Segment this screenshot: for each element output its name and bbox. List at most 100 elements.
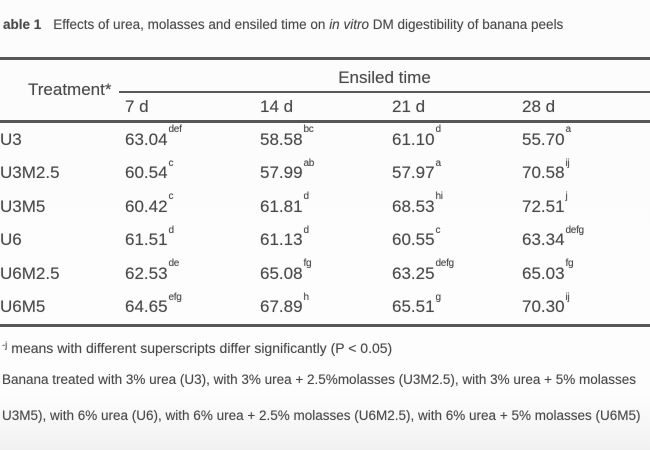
value-cell: 62.53de: [125, 258, 260, 284]
significance-superscript: bc: [303, 124, 314, 136]
value-cell: 63.04def: [125, 124, 260, 150]
table-caption: able 1 Effects of urea, molasses and ensi…: [3, 17, 563, 32]
value-cell: 61.81d: [260, 191, 392, 217]
treatment-column-header: Treatment*: [28, 80, 112, 99]
digestibility-value: 68.53: [392, 196, 435, 216]
digestibility-value: 55.70: [522, 129, 565, 149]
digestibility-value: 65.51: [392, 297, 435, 317]
significance-superscript: d: [303, 191, 310, 203]
significance-superscript: defg: [435, 258, 455, 270]
table-caption-text-end: DM digestibility of banana peels: [368, 17, 564, 32]
significance-superscript: a: [435, 157, 442, 169]
table-row: U6M5 64.65efg 67.89h 65.51g 70.30ij: [0, 291, 650, 325]
value-cell: 63.34defg: [522, 225, 650, 250]
digestibility-value: 60.55: [392, 230, 435, 250]
value-cell: 68.53hi: [392, 191, 522, 217]
digestibility-value: 70.58: [522, 163, 565, 183]
value-cell: 61.10d: [392, 124, 522, 150]
table-row: U3M5 60.42c 61.81d 68.53hi 72.51j: [0, 190, 650, 224]
digestibility-value: 62.53: [125, 263, 168, 283]
digestibility-value: 63.25: [392, 263, 435, 283]
footnote-treatments-line1: Banana treated with 3% urea (U3), with 3…: [2, 372, 637, 387]
digestibility-value: 64.65: [125, 297, 168, 317]
significance-superscript: fg: [565, 258, 574, 270]
digestibility-value: 61.81: [260, 196, 303, 216]
table-body: U3 63.04def 58.58bc 61.10d 55.70a U3M2.5 60.54…: [0, 123, 650, 327]
value-cell: 67.89h: [260, 292, 392, 317]
footnote-treatments-line2: U3M5), with 6% urea (U6), with 6% urea +…: [2, 408, 641, 423]
digestibility-value: 61.13: [260, 230, 303, 250]
footnote-significance: -j means with different superscripts diff…: [2, 340, 392, 356]
value-cell: 65.03fg: [522, 258, 650, 284]
value-cell: 61.13d: [260, 225, 392, 250]
significance-superscript: g: [435, 291, 442, 303]
significance-superscript: efg: [168, 291, 182, 303]
value-cell: 55.70a: [522, 124, 650, 150]
digestibility-value: 70.30: [522, 297, 565, 317]
table-caption-text: Effects of urea, molasses and ensiled ti…: [53, 17, 330, 32]
value-cell: 61.51d: [125, 225, 260, 250]
footnote-superscript-fragment: -j: [2, 340, 8, 351]
significance-superscript: d: [435, 124, 442, 136]
significance-superscript: c: [168, 157, 174, 169]
value-cell: 60.55c: [392, 225, 522, 250]
treatment-cell: U3M2.5: [0, 163, 60, 183]
column-headers-row: 7 d 14 d 21 d 28 d: [0, 93, 650, 120]
value-cell: 65.08fg: [260, 258, 392, 284]
treatment-cell: U3: [0, 129, 22, 149]
significance-superscript: a: [565, 124, 572, 136]
treatment-cell: U6: [0, 230, 22, 250]
column-header-28d: 28 d: [522, 97, 556, 116]
digestibility-value: 60.42: [125, 196, 168, 216]
digestibility-value: 61.10: [392, 129, 435, 149]
digestibility-value: 65.03: [522, 263, 565, 283]
value-cell: 72.51j: [522, 191, 650, 217]
ensiled-time-span-header: Ensiled time: [119, 60, 650, 93]
significance-superscript: c: [168, 191, 174, 203]
digestibility-value: 65.08: [260, 263, 303, 283]
significance-superscript: defg: [565, 224, 585, 236]
digestibility-value: 57.97: [392, 163, 435, 183]
value-cell: 63.25defg: [392, 258, 522, 284]
significance-superscript: hi: [435, 191, 443, 203]
table-row: U3M2.5 60.54c 57.99ab 57.97a 70.58ij: [0, 157, 650, 191]
significance-superscript: ij: [565, 291, 570, 303]
significance-superscript: d: [168, 224, 175, 236]
treatment-cell: U6M5: [0, 297, 46, 317]
table-row: U6M2.5 62.53de 65.08fg 63.25defg 65.03fg: [0, 257, 650, 291]
digestibility-value: 57.99: [260, 163, 303, 183]
value-cell: 60.54c: [125, 158, 260, 183]
column-header-21d: 21 d: [392, 97, 426, 116]
digestibility-value: 72.51: [522, 196, 565, 216]
value-cell: 70.30ij: [522, 292, 650, 317]
data-table: Treatment* Ensiled time 7 d 14 d 21 d 28…: [0, 57, 650, 327]
significance-superscript: de: [168, 258, 180, 270]
digestibility-value: 63.34: [522, 230, 565, 250]
digestibility-value: 58.58: [260, 129, 303, 149]
significance-superscript: c: [435, 224, 441, 236]
table-caption-number: able 1: [3, 17, 42, 32]
significance-superscript: j: [565, 191, 568, 203]
value-cell: 57.99ab: [260, 158, 392, 183]
digestibility-value: 61.51: [125, 230, 168, 250]
digestibility-value: 63.04: [125, 129, 168, 149]
value-cell: 58.58bc: [260, 124, 392, 150]
digestibility-value: 60.54: [125, 163, 168, 183]
value-cell: 65.51g: [392, 292, 522, 317]
value-cell: 57.97a: [392, 158, 522, 183]
significance-superscript: ij: [565, 157, 570, 169]
significance-superscript: ab: [303, 157, 315, 169]
column-header-14d: 14 d: [260, 97, 294, 116]
significance-superscript: h: [303, 291, 310, 303]
treatment-cell: U6M2.5: [0, 263, 60, 283]
treatment-cell: U3M5: [0, 196, 46, 216]
value-cell: 60.42c: [125, 191, 260, 217]
value-cell: 64.65efg: [125, 292, 260, 317]
significance-superscript: fg: [303, 258, 312, 270]
significance-superscript: d: [303, 224, 310, 236]
footnote-significance-text: means with different superscripts differ…: [11, 340, 393, 356]
column-header-7d: 7 d: [125, 97, 149, 116]
significance-superscript: def: [168, 124, 182, 136]
value-cell: 70.58ij: [522, 158, 650, 183]
